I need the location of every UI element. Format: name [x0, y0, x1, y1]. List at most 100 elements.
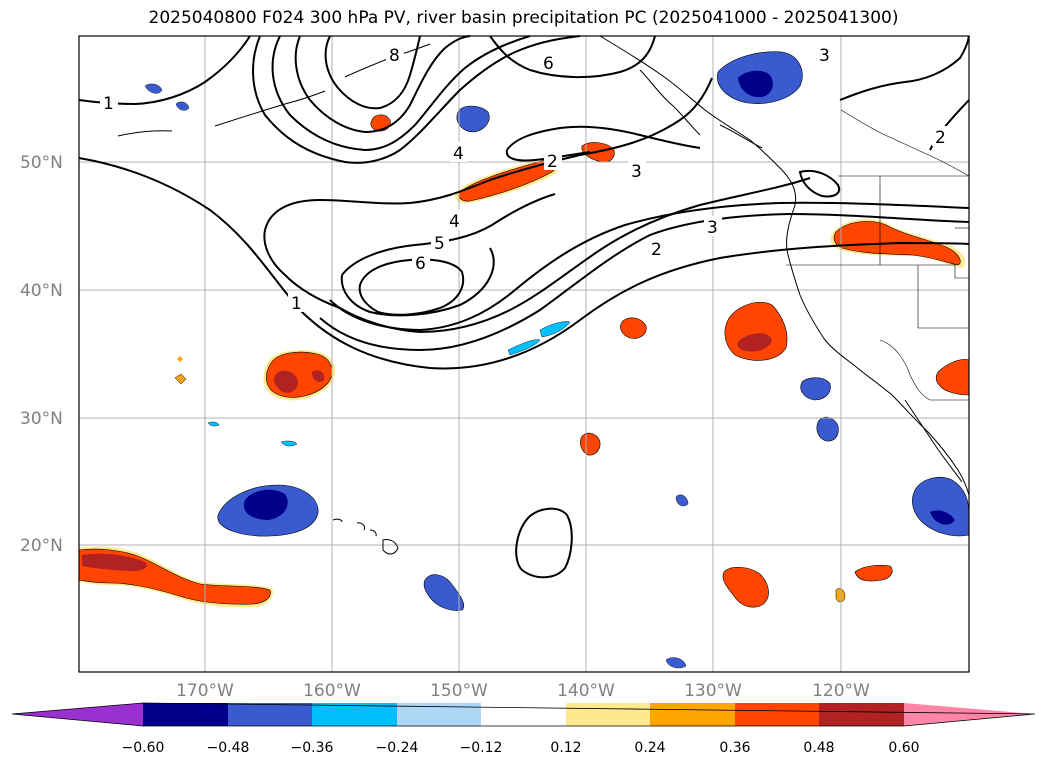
colorbar-tick-label: −0.60	[122, 740, 165, 756]
colorbar-tick-label: 0.36	[719, 740, 750, 756]
contour-label: 5	[434, 234, 445, 254]
precip-blob	[458, 159, 557, 202]
contour-label: 2	[651, 240, 662, 260]
lon-label: 170°W	[176, 681, 234, 701]
colorbar-ticks: −0.60 −0.48 −0.36 −0.24 −0.12 0.12 0.24 …	[122, 740, 920, 756]
precip-blob	[456, 105, 490, 133]
precip-blob	[722, 567, 769, 608]
pv-contour	[798, 169, 841, 198]
contour-label: 8	[389, 46, 400, 66]
precip-blob	[675, 494, 689, 507]
pv-contour	[341, 193, 556, 276]
pv-contour	[294, 35, 471, 134]
contour-label: 1	[291, 294, 302, 314]
precip-blob	[738, 70, 773, 98]
precip-blob	[665, 657, 687, 669]
pv-contour	[263, 229, 341, 309]
colorbar-outline	[11, 702, 1036, 727]
colorbar-segment	[143, 703, 228, 726]
colorbar-tick-label: −0.48	[207, 740, 250, 756]
pv-contours	[78, 35, 970, 579]
pv-contour	[271, 35, 531, 152]
precip-blob	[312, 370, 325, 382]
pv-contour	[506, 125, 701, 151]
colorbar-segment	[228, 703, 312, 726]
colorbar-segment	[650, 703, 735, 726]
map-title: 2025040800 F024 300 hPa PV, river basin …	[148, 8, 899, 28]
precip-blob	[175, 101, 190, 111]
contour-label: 6	[415, 254, 426, 274]
pv-contour	[358, 258, 465, 316]
precip-blob	[144, 83, 163, 94]
pv-contour	[319, 212, 970, 352]
colorbar-tick-label: 0.48	[803, 740, 834, 756]
precip-blob	[370, 114, 391, 132]
colorbar-segment	[735, 703, 819, 726]
colorbar-segment	[566, 703, 650, 726]
precip-blob	[207, 421, 220, 427]
precip-blob	[854, 564, 893, 582]
lat-labels: 50°N 40°N 30°N 20°N	[20, 153, 63, 556]
lon-label: 150°W	[430, 681, 488, 701]
lat-label: 20°N	[20, 536, 63, 556]
precip-blob	[177, 356, 183, 362]
precip-blob	[174, 373, 187, 385]
contour-label: 3	[707, 218, 718, 238]
precip-blob	[507, 339, 541, 356]
colorbar-tick-label: −0.12	[460, 740, 503, 756]
contour-label: 3	[631, 162, 642, 182]
precip-blob	[935, 359, 970, 396]
colorbar-segment	[481, 703, 566, 726]
pv-contour	[489, 35, 656, 79]
lon-label: 120°W	[812, 681, 870, 701]
map-background	[79, 36, 969, 672]
lon-label: 140°W	[557, 681, 615, 701]
contour-label: 1	[103, 94, 114, 114]
precip-blob	[82, 553, 147, 572]
colorbar-tick-label: −0.24	[376, 740, 419, 756]
precip-blob	[816, 416, 839, 442]
precip-blob	[800, 377, 831, 401]
pv-contour	[324, 35, 421, 110]
lat-label: 50°N	[20, 153, 63, 173]
lon-label: 130°W	[684, 681, 742, 701]
contour-label: 3	[819, 46, 830, 66]
contour-labels: 1 2 3 4 5 6 8 6 3 4 2 3 2 1	[100, 44, 950, 314]
colorbar-segment	[312, 703, 397, 726]
precip-blob	[423, 574, 465, 611]
contour-label: 2	[935, 128, 946, 148]
contour-label: 2	[547, 152, 558, 172]
colorbar: −0.60 −0.48 −0.36 −0.24 −0.12 0.12 0.24 …	[11, 702, 1036, 756]
pv-contour	[78, 157, 970, 370]
pv-contour	[339, 177, 811, 334]
contour-label: 4	[449, 212, 460, 232]
pv-contour	[505, 149, 591, 162]
coastlines	[117, 35, 970, 555]
pv-contour	[329, 201, 970, 332]
precip-blob	[273, 370, 298, 393]
precip-blob	[737, 333, 772, 352]
precip-blob	[930, 510, 955, 525]
pv-contour	[839, 35, 970, 101]
lat-label: 30°N	[20, 409, 63, 429]
pv-contour	[252, 35, 581, 164]
pv-contour	[515, 507, 573, 579]
gridlines	[79, 36, 969, 672]
precip-blob	[620, 317, 647, 339]
pv-contour	[264, 77, 713, 231]
lon-label: 160°W	[303, 681, 361, 701]
colorbar-extend-low	[12, 703, 143, 726]
colorbar-tick-label: 0.24	[634, 740, 665, 756]
map-frame	[78, 35, 970, 673]
lat-label: 40°N	[20, 281, 63, 301]
lon-labels: 170°W 160°W 150°W 140°W 130°W 120°W	[176, 681, 870, 701]
contour-label: 6	[543, 54, 554, 74]
precip-blob	[280, 440, 298, 447]
colorbar-tick-label: 0.60	[888, 740, 919, 756]
precip-blob	[243, 489, 288, 520]
colorbar-segment	[397, 703, 481, 726]
precip-blob	[580, 432, 601, 456]
colorbar-segment	[819, 703, 904, 726]
precip-blob	[539, 321, 571, 338]
